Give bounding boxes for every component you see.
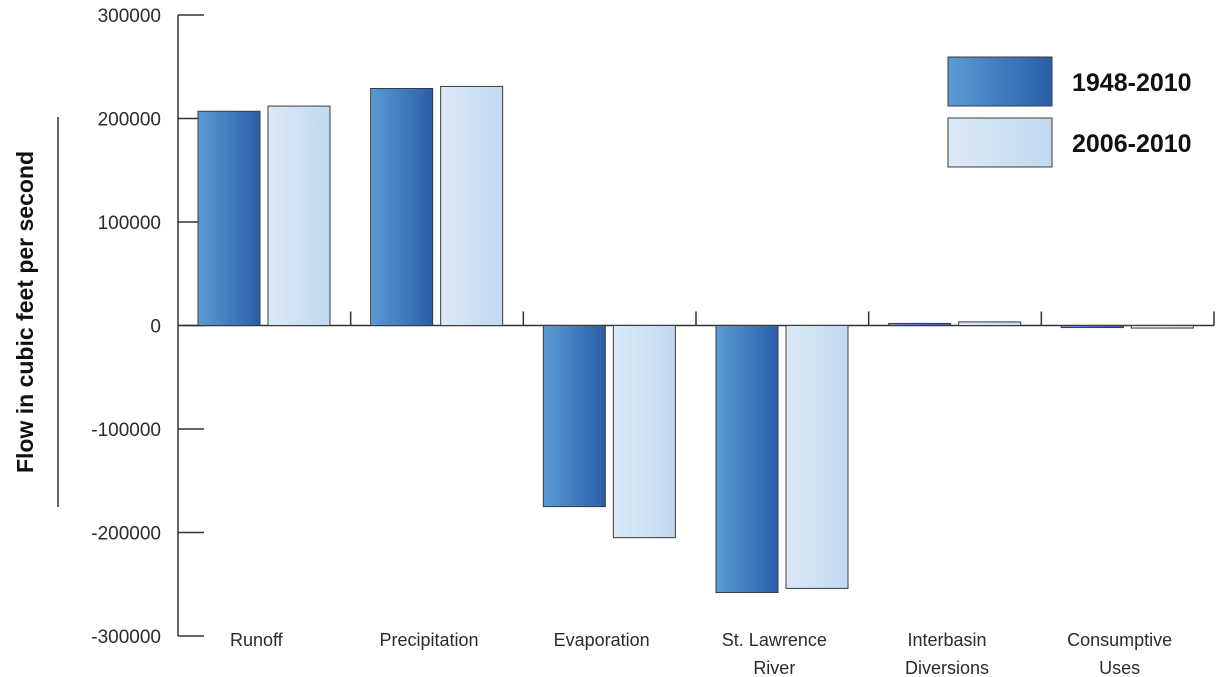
bar-series-2-2 bbox=[612, 325, 676, 539]
y-tick-label: 0 bbox=[150, 317, 161, 338]
bar-series-1-4 bbox=[888, 322, 952, 326]
legend-label-1: 1948-2010 bbox=[1072, 69, 1192, 97]
bar-series-2-3 bbox=[785, 325, 849, 589]
y-tick-label: -300000 bbox=[91, 627, 161, 648]
bar-series-2-4 bbox=[958, 321, 1022, 327]
bar-series-2-0 bbox=[267, 105, 331, 326]
bar-series-2-1 bbox=[440, 85, 504, 327]
bar-series-1-5 bbox=[1060, 325, 1124, 329]
legend-swatch-1 bbox=[947, 56, 1053, 107]
category-label: Consumptive bbox=[1067, 630, 1172, 650]
category-label: Evaporation bbox=[554, 630, 650, 650]
category-label: Precipitation bbox=[379, 630, 478, 650]
axes bbox=[57, 14, 1215, 637]
y-tick-label: -200000 bbox=[91, 524, 161, 545]
bar-series-2-5 bbox=[1130, 325, 1194, 329]
y-tick-label: -100000 bbox=[91, 420, 161, 441]
category-label: Uses bbox=[1099, 658, 1140, 677]
category-label: River bbox=[753, 658, 795, 677]
y-tick-label: 100000 bbox=[98, 213, 161, 234]
y-tick-label: 300000 bbox=[98, 6, 161, 27]
bar-series-1-2 bbox=[542, 325, 606, 508]
category-label: St. Lawrence bbox=[722, 630, 827, 650]
legend-swatch-2 bbox=[947, 117, 1053, 168]
bar-series-1-3 bbox=[715, 325, 779, 594]
labels: 300000 200000 100000 0 -100000 -200000 -300000… bbox=[12, 6, 1172, 677]
legend-label-2: 2006-2010 bbox=[1072, 130, 1192, 158]
bar-series-1-0 bbox=[197, 110, 261, 326]
y-tick-label: 200000 bbox=[98, 110, 161, 131]
bars bbox=[197, 85, 1194, 594]
category-label: Diversions bbox=[905, 658, 989, 677]
y-axis-title: Flow in cubic feet per second bbox=[12, 151, 38, 473]
category-label: Runoff bbox=[230, 630, 284, 650]
category-label: Interbasin bbox=[907, 630, 986, 650]
bar-series-1-1 bbox=[370, 87, 434, 326]
legend: 1948-2010 2006-2010 bbox=[947, 56, 1192, 168]
